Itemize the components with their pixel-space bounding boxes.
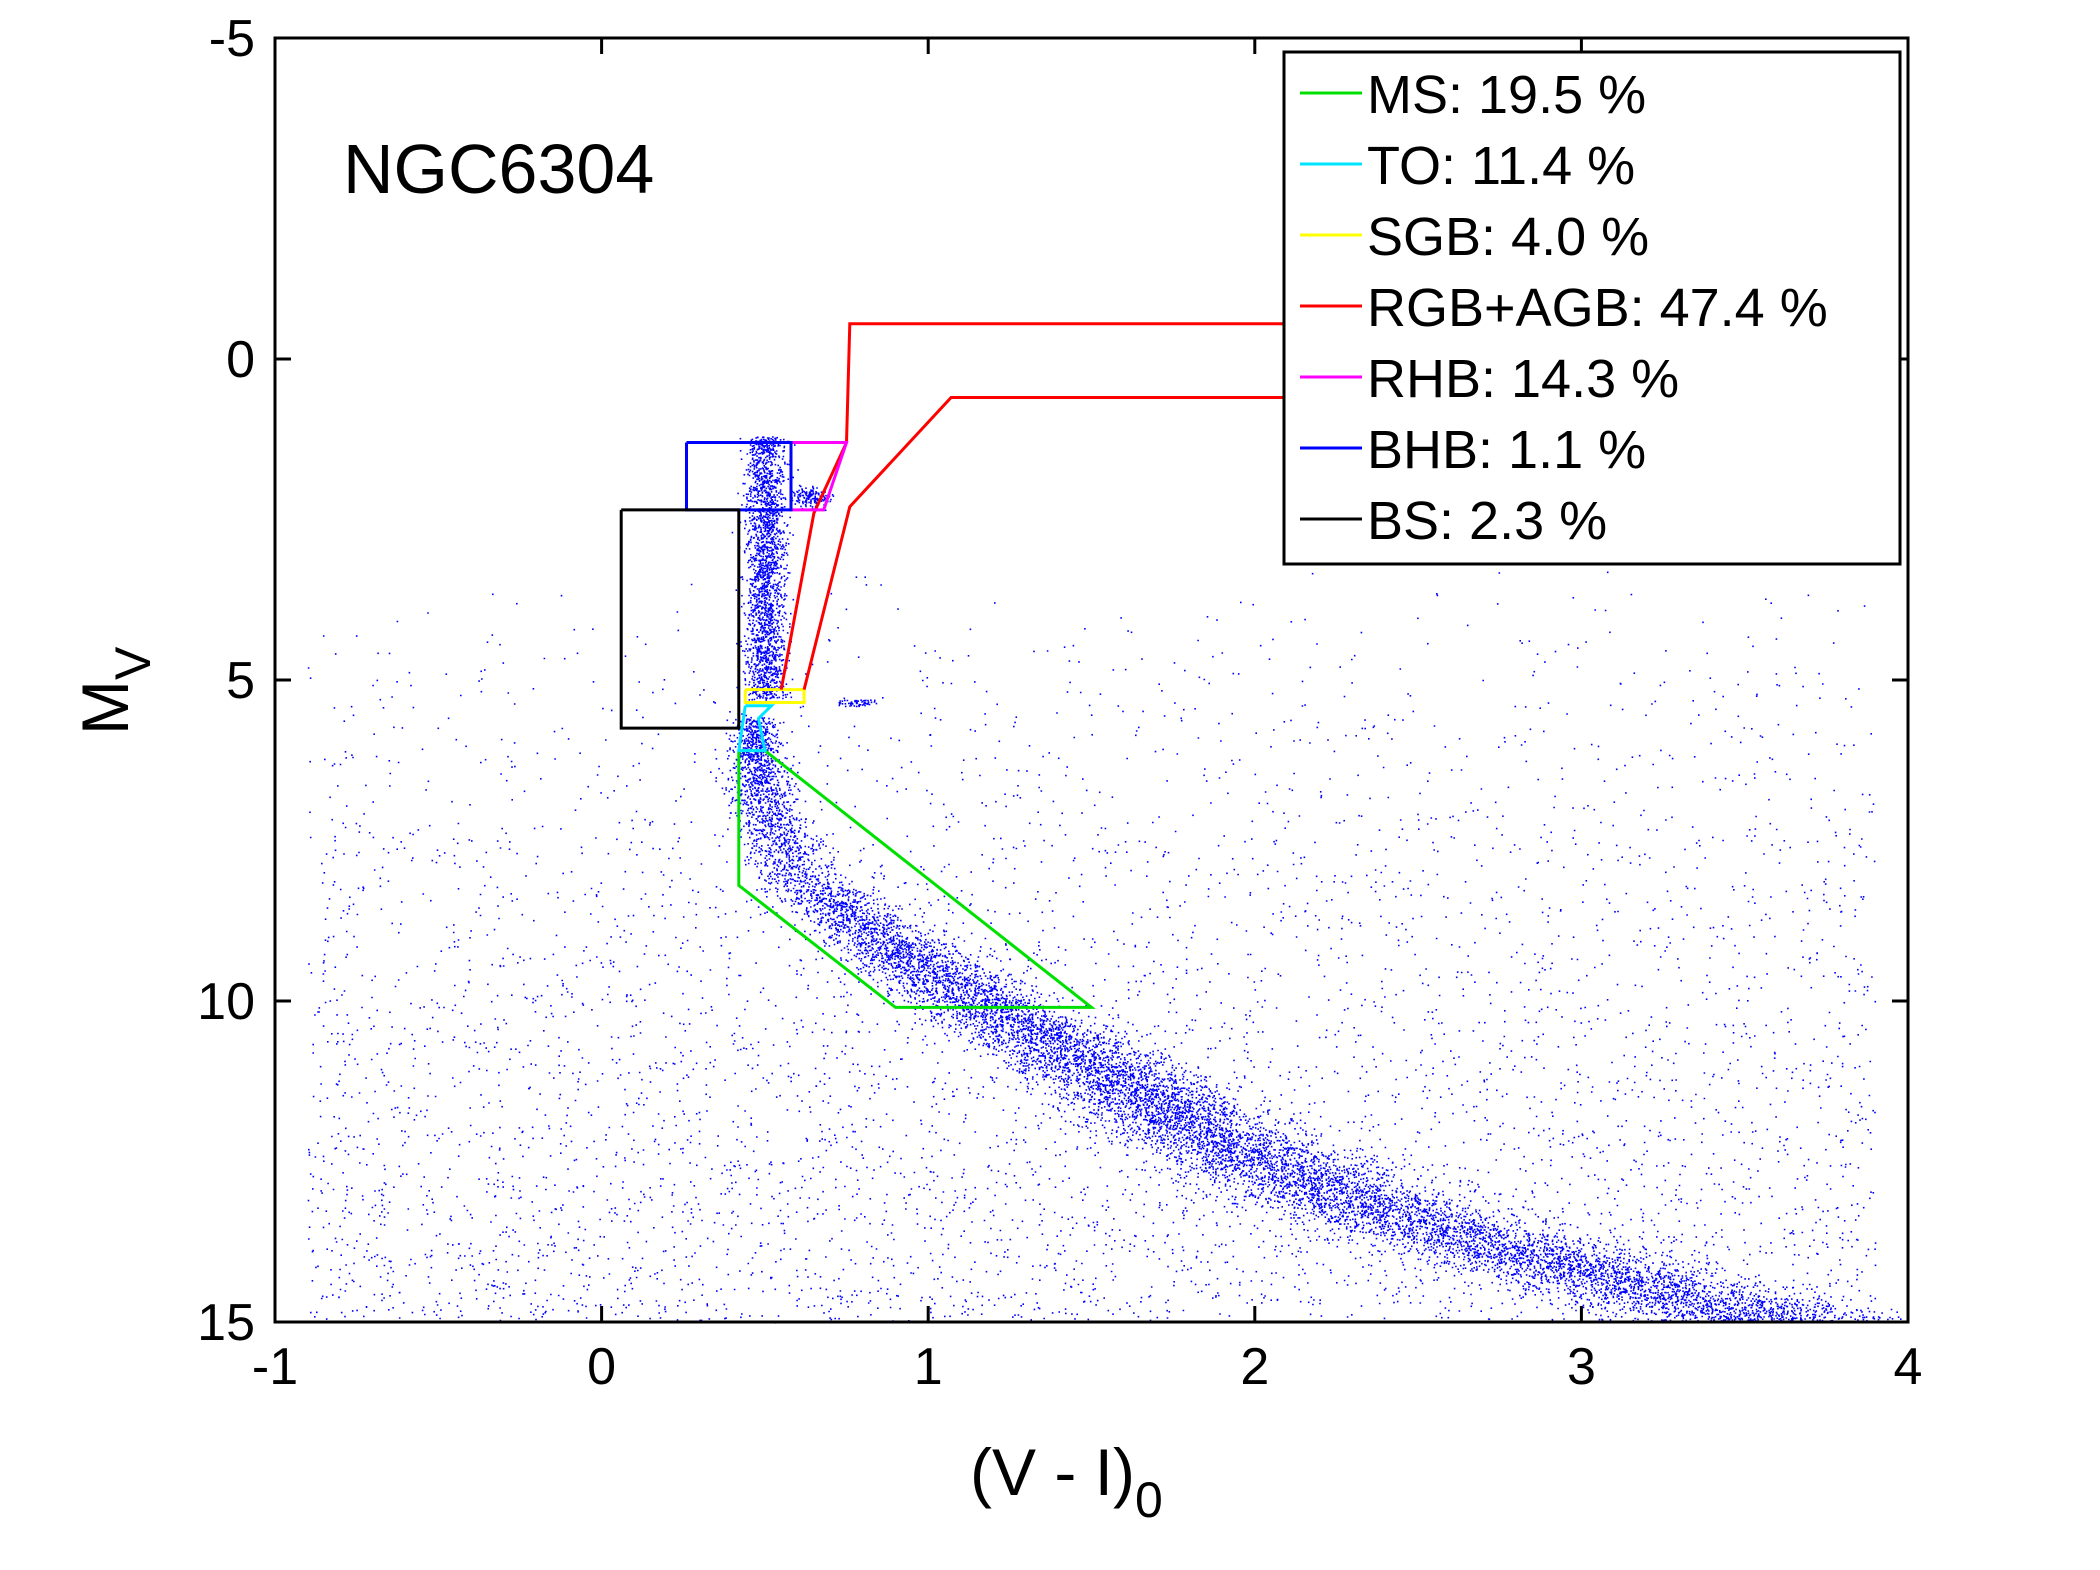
region-bhb (685, 441, 793, 512)
y-tick-label: -5 (209, 10, 255, 68)
legend-entry: SGB: 4.0 % (1367, 207, 1649, 267)
legend-entry: BHB: 1.1 % (1367, 420, 1646, 480)
legend-entry: MS: 19.5 % (1367, 65, 1646, 125)
legend: MS: 19.5 % TO: 11.4 % SGB: 4.0 % RGB+AGB: 4… (1282, 50, 1902, 566)
region-to (737, 704, 776, 753)
x-tick-label: 2 (1240, 1338, 1269, 1396)
region-bs (619, 508, 741, 730)
x-axis-title-sub: 0 (1135, 1472, 1163, 1528)
y-axis-title-sub: V (105, 646, 161, 680)
y-axis-title-main: M (68, 680, 142, 735)
legend-entry: RHB: 14.3 % (1367, 349, 1679, 409)
x-tick-label: 0 (587, 1338, 616, 1396)
y-tick-label: 15 (197, 1294, 255, 1352)
y-tick-label: 10 (197, 973, 255, 1031)
region-sgb (743, 688, 806, 704)
y-tick-label: 0 (226, 331, 255, 389)
y-tick-label: 5 (226, 652, 255, 710)
cluster-name: NGC6304 (343, 130, 654, 208)
x-tick-label: 4 (1894, 1338, 1923, 1396)
legend-box (1282, 50, 1902, 566)
legend-entry: TO: 11.4 % (1367, 136, 1635, 196)
x-axis-title-main: (V - I) (970, 1435, 1135, 1509)
legend-entry: RGB+AGB: 47.4 % (1367, 278, 1828, 338)
x-axis-title: (V - I)0 (970, 1435, 1163, 1528)
x-tick-label: -1 (252, 1338, 298, 1396)
y-axis-title: MV (68, 646, 161, 735)
x-tick-label: 1 (914, 1338, 943, 1396)
axis-ticks: -1 0 1 2 3 4 -5 0 5 10 15 (197, 10, 1922, 1396)
x-tick-label: 3 (1567, 1338, 1596, 1396)
legend-entry: BS: 2.3 % (1367, 491, 1607, 551)
